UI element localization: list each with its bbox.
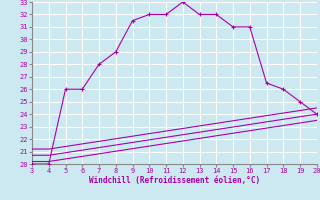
X-axis label: Windchill (Refroidissement éolien,°C): Windchill (Refroidissement éolien,°C) [89,176,260,185]
